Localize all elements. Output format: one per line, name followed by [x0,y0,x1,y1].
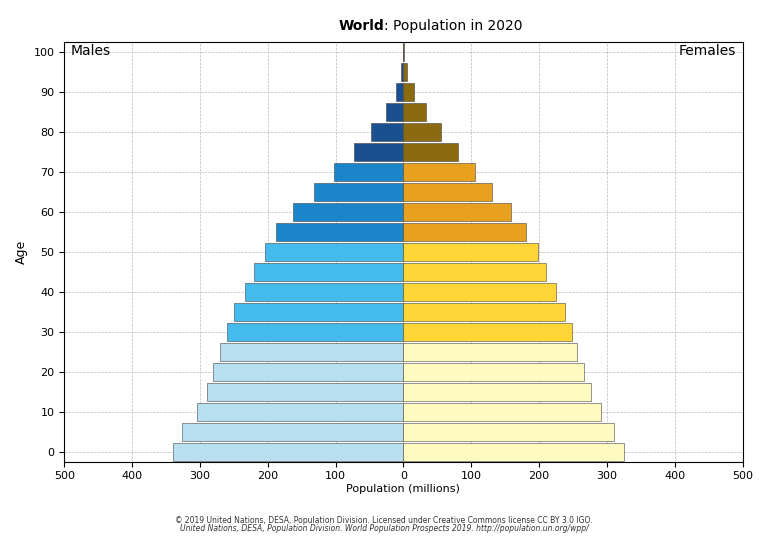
Bar [197,403,403,421]
Bar [403,83,414,101]
Bar [354,143,403,161]
Bar [265,243,403,260]
Bar [403,263,547,280]
Bar [314,183,403,200]
Bar [276,223,403,241]
Bar [403,243,538,260]
Bar [214,363,403,381]
Bar [182,423,403,441]
Text: Males: Males [71,44,111,58]
Bar [233,303,403,321]
Bar [403,303,564,321]
Bar [403,143,458,161]
Bar [403,223,526,241]
Bar [403,343,577,361]
Y-axis label: Age: Age [15,240,28,264]
Text: United Nations, DESA, Population Division. World Population Prospects 2019. http: United Nations, DESA, Population Divisio… [180,524,588,533]
Bar [403,203,511,220]
Bar [403,423,614,441]
Bar [245,283,403,301]
Bar [401,63,403,80]
Bar [403,323,571,340]
Text: World: World [338,19,384,33]
Bar [403,123,442,140]
Bar [403,43,404,61]
Bar [403,383,591,400]
Bar [403,403,601,421]
Bar [403,163,475,181]
Bar [293,203,403,220]
Bar [220,343,403,361]
Bar [254,263,403,280]
Bar [227,323,403,340]
Text: Females: Females [678,44,736,58]
Bar [334,163,403,181]
Text: © 2019 United Nations, DESA, Population Division. Licensed under Creative Common: © 2019 United Nations, DESA, Population … [175,516,593,525]
Bar [403,363,584,381]
Text: : Population in 2020: : Population in 2020 [384,19,522,33]
Bar [403,183,492,200]
Bar [396,83,403,101]
Bar [173,443,403,460]
X-axis label: Population (millions): Population (millions) [346,484,460,494]
Bar [403,283,556,301]
Bar [403,103,426,121]
Bar [403,443,624,460]
Bar [386,103,403,121]
Bar [207,383,403,400]
Bar [403,63,407,80]
Bar [371,123,403,140]
